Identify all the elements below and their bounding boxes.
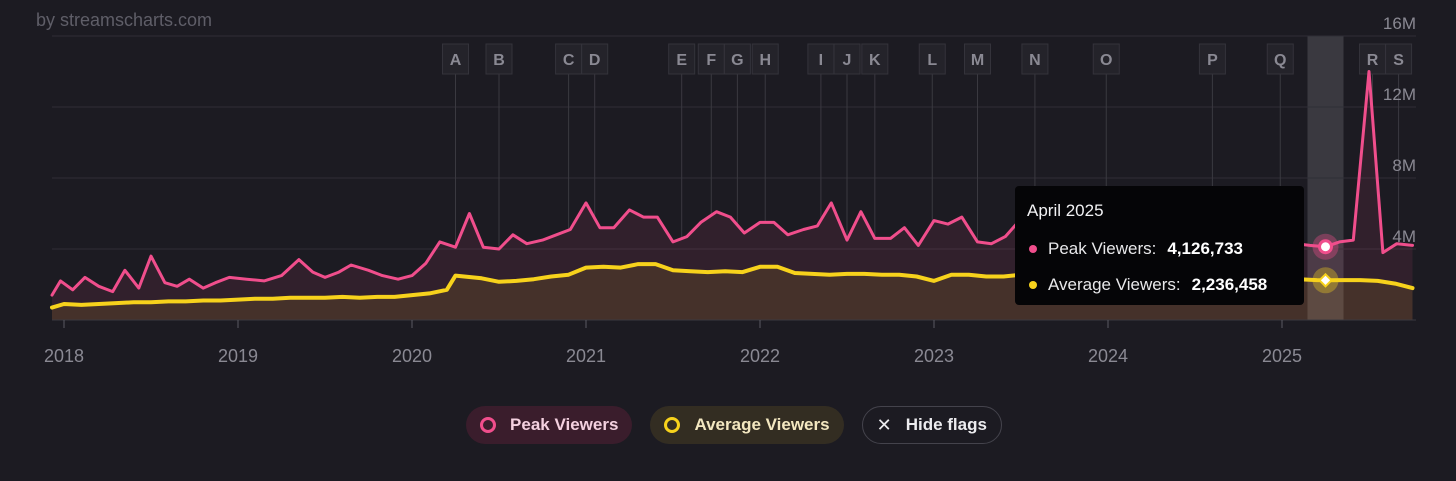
tooltip-title: April 2025 — [1027, 201, 1104, 220]
x-tick-label: 2024 — [1088, 346, 1128, 366]
hide-flags-button[interactable]: ✕ Hide flags — [861, 406, 1002, 444]
flag-box — [807, 43, 835, 75]
tooltip-avg-row: Average Viewers: 2,236,458 — [1027, 273, 1292, 297]
close-icon: ✕ — [876, 414, 892, 435]
x-tick-label: 2020 — [392, 346, 432, 366]
flag-box — [918, 43, 946, 75]
legend-avg-label: Average Viewers — [694, 415, 830, 434]
flag-box — [751, 43, 779, 75]
highlight-markers — [1312, 233, 1339, 294]
tooltip-peak-row: Peak Viewers: 4,126,733 — [1027, 237, 1292, 261]
flag-box — [964, 43, 991, 75]
x-tick-label: 2022 — [740, 346, 780, 366]
peak-dot-icon — [1029, 245, 1037, 253]
flag-box — [697, 43, 725, 75]
flag-label: I — [819, 52, 823, 69]
legend: Peak Viewers Average Viewers ✕ Hide flag… — [0, 406, 1456, 444]
flag-label: M — [971, 52, 984, 69]
y-tick-label: 16M — [1383, 14, 1416, 33]
flag-label: B — [493, 52, 505, 69]
x-tick-label: 2019 — [218, 346, 258, 366]
legend-peak-viewers-toggle[interactable]: Peak Viewers — [466, 406, 633, 444]
y-tick-label: 8M — [1392, 156, 1416, 175]
flag-label: G — [731, 52, 743, 69]
grid-lines — [52, 35, 1416, 320]
attribution: by streamscharts.com — [36, 10, 213, 30]
flag-box — [1198, 43, 1226, 75]
flag-box — [442, 43, 469, 75]
y-tick-label: 12M — [1383, 85, 1416, 104]
flag-label: A — [450, 52, 462, 69]
flag-box — [581, 43, 609, 75]
axes: 16M 12M 8M 4M 2018 2019 2020 2021 2022 2023 2024 20… — [44, 14, 1416, 366]
flag-box — [1385, 43, 1413, 75]
tooltip-peak-label: Peak Viewers: — [1048, 239, 1157, 258]
peak-marker — [1318, 239, 1333, 255]
flag-label: Q — [1274, 52, 1286, 69]
flag-label: D — [589, 52, 601, 69]
tooltip-avg-value: 2,236,458 — [1191, 275, 1268, 294]
hide-flags-label: Hide flags — [905, 415, 987, 434]
flag-box — [1266, 43, 1294, 75]
tooltip-peak-value: 4,126,733 — [1167, 239, 1243, 258]
flag-box — [485, 43, 513, 75]
flag-label: H — [759, 52, 771, 69]
circle-icon — [664, 417, 681, 433]
legend-average-viewers-toggle[interactable]: Average Viewers — [650, 406, 844, 444]
flag-label: L — [927, 52, 937, 69]
flag-box — [668, 43, 696, 75]
average-marker — [1318, 272, 1333, 288]
flag-box — [1092, 43, 1120, 75]
x-tick-label: 2025 — [1262, 346, 1302, 366]
flag-box — [1021, 43, 1049, 75]
flag-box — [555, 43, 583, 75]
flag-label: F — [706, 52, 716, 69]
flag-label: O — [1100, 52, 1112, 69]
flag-label: R — [1367, 52, 1379, 69]
legend-peak-label: Peak Viewers — [510, 415, 619, 434]
x-tick-label: 2018 — [44, 346, 84, 366]
avg-dot-icon — [1029, 281, 1037, 289]
flag-label: J — [843, 52, 852, 69]
tooltip: April 2025 Peak Viewers: 4,126,733 Avera… — [1015, 186, 1304, 305]
tooltip-avg-label: Average Viewers: — [1048, 275, 1181, 294]
flag-label: P — [1207, 52, 1218, 69]
flag-box — [723, 43, 751, 75]
flag-label: E — [676, 52, 687, 69]
x-tick-label: 2021 — [566, 346, 606, 366]
flag-box — [861, 43, 889, 75]
flag-label: N — [1029, 52, 1041, 69]
flag-label: C — [563, 52, 575, 69]
circle-icon — [480, 417, 497, 433]
flag-box — [833, 43, 861, 75]
x-tick-label: 2023 — [914, 346, 954, 366]
flag-label: S — [1393, 52, 1404, 69]
y-tick-label: 4M — [1392, 227, 1416, 246]
flag-label: K — [869, 52, 881, 69]
